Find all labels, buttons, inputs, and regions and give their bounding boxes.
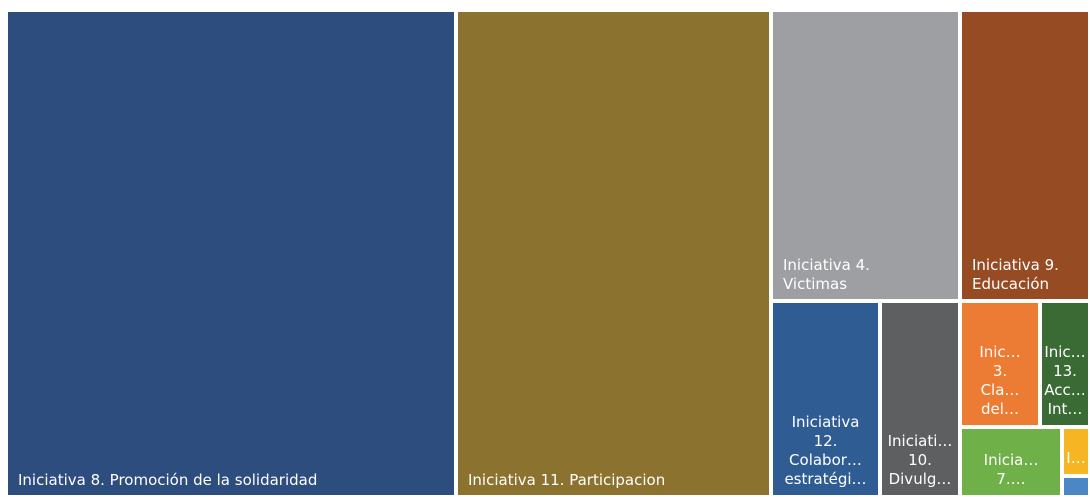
treemap-tile-label: Iniciativa 8. Promoción de la solidarida… [18, 471, 318, 489]
treemap-tile-label: Iniciati… 10. Divulg… [887, 432, 953, 488]
treemap-tile: Inicia… 7.… [960, 427, 1062, 497]
treemap-tile: Iniciativa 9. Educación [960, 10, 1090, 301]
treemap-tile-label: I… [1066, 449, 1086, 467]
treemap-tile: Inic… 13. Acc… Int… [1040, 301, 1090, 427]
treemap-tile: Inic… 3. Cla… del… [960, 301, 1040, 427]
treemap-tile-label: Iniciativa 11. Participacion [468, 471, 666, 489]
treemap-tile-label: Iniciativa 9. Educación [972, 256, 1059, 293]
treemap-tile [1062, 476, 1090, 497]
treemap-tile-label: Inic… 13. Acc… Int… [1044, 343, 1086, 418]
treemap-tile: Iniciati… 10. Divulg… [880, 301, 960, 497]
treemap-tile: Iniciativa 11. Participacion [456, 10, 771, 497]
treemap-tile-label: Inicia… 7.… [983, 451, 1039, 488]
treemap-tile: I… [1062, 427, 1090, 476]
treemap-tile-label: Iniciativa 12. Colabor… estratégi… [784, 413, 867, 488]
treemap-tile: Iniciativa 4. Victimas [771, 10, 960, 301]
treemap-tile: Iniciativa 12. Colabor… estratégi… [771, 301, 880, 497]
treemap-tile-label: Iniciativa 4. Victimas [783, 256, 870, 293]
treemap-tile-label: Inic… 3. Cla… del… [979, 343, 1021, 418]
treemap-tile: Iniciativa 8. Promoción de la solidarida… [6, 10, 456, 497]
